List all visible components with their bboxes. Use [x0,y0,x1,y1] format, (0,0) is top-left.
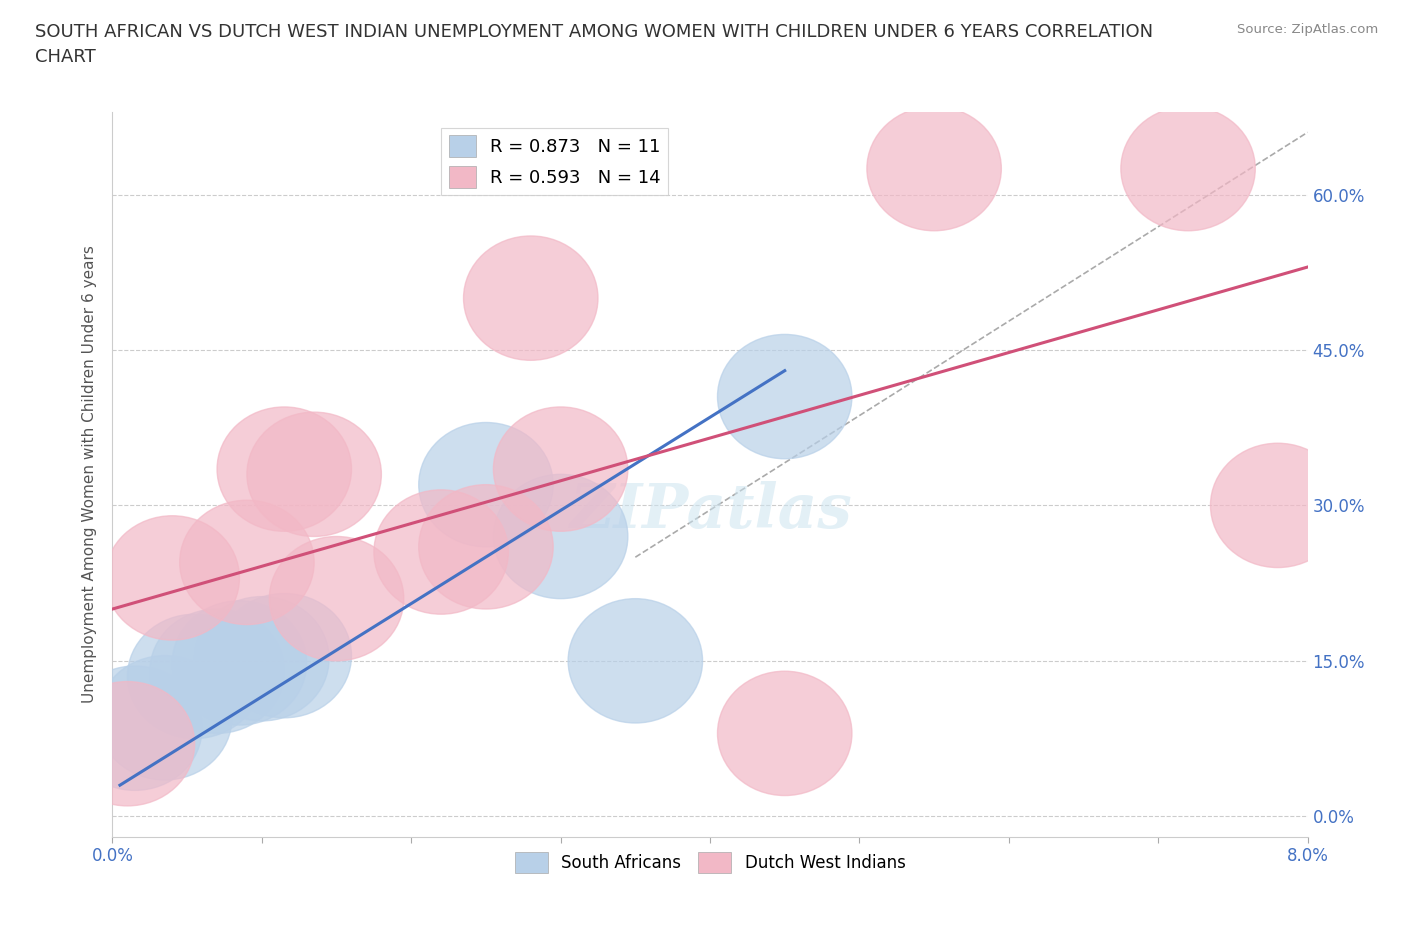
Ellipse shape [374,490,509,614]
Text: CHART: CHART [35,48,96,66]
Ellipse shape [494,407,628,531]
Ellipse shape [1211,444,1346,567]
Ellipse shape [494,474,628,599]
Text: Source: ZipAtlas.com: Source: ZipAtlas.com [1237,23,1378,36]
Ellipse shape [105,516,239,640]
Text: SOUTH AFRICAN VS DUTCH WEST INDIAN UNEMPLOYMENT AMONG WOMEN WITH CHILDREN UNDER : SOUTH AFRICAN VS DUTCH WEST INDIAN UNEMP… [35,23,1153,41]
Text: ZIPatlas: ZIPatlas [568,481,852,540]
Ellipse shape [128,614,262,738]
Ellipse shape [717,671,852,795]
Ellipse shape [173,601,307,725]
Ellipse shape [194,596,329,721]
Ellipse shape [60,682,194,806]
Legend: South Africans, Dutch West Indians: South Africans, Dutch West Indians [508,845,912,880]
Ellipse shape [717,335,852,458]
Ellipse shape [217,407,352,531]
Ellipse shape [180,500,314,625]
Ellipse shape [217,593,352,718]
Ellipse shape [1121,106,1256,231]
Y-axis label: Unemployment Among Women with Children Under 6 years: Unemployment Among Women with Children U… [82,246,97,703]
Ellipse shape [67,666,202,790]
Ellipse shape [247,412,381,537]
Ellipse shape [150,609,284,734]
Ellipse shape [419,422,553,547]
Ellipse shape [270,537,404,661]
Ellipse shape [868,106,1001,231]
Ellipse shape [419,485,553,609]
Ellipse shape [568,599,703,723]
Ellipse shape [464,236,598,360]
Ellipse shape [97,656,232,780]
